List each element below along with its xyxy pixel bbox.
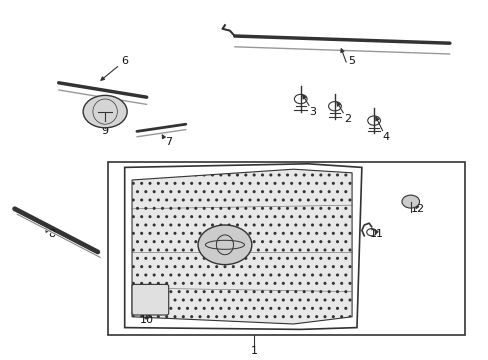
Text: 5: 5 [348, 56, 355, 66]
FancyBboxPatch shape [132, 284, 168, 315]
Circle shape [198, 225, 251, 265]
Text: V6: V6 [145, 295, 156, 304]
Text: 11: 11 [369, 229, 383, 239]
Text: 2: 2 [343, 114, 350, 124]
Text: 9: 9 [102, 126, 108, 136]
Circle shape [401, 195, 419, 208]
Text: 7: 7 [165, 137, 172, 147]
Text: 6: 6 [121, 56, 128, 66]
Circle shape [83, 95, 127, 128]
Bar [107, 162, 464, 335]
Text: 4: 4 [382, 132, 389, 142]
Text: 10: 10 [140, 315, 153, 325]
Text: 8: 8 [48, 229, 55, 239]
Text: 3: 3 [309, 107, 316, 117]
Text: 1: 1 [250, 346, 257, 356]
Text: 12: 12 [410, 204, 424, 214]
Polygon shape [132, 169, 351, 324]
